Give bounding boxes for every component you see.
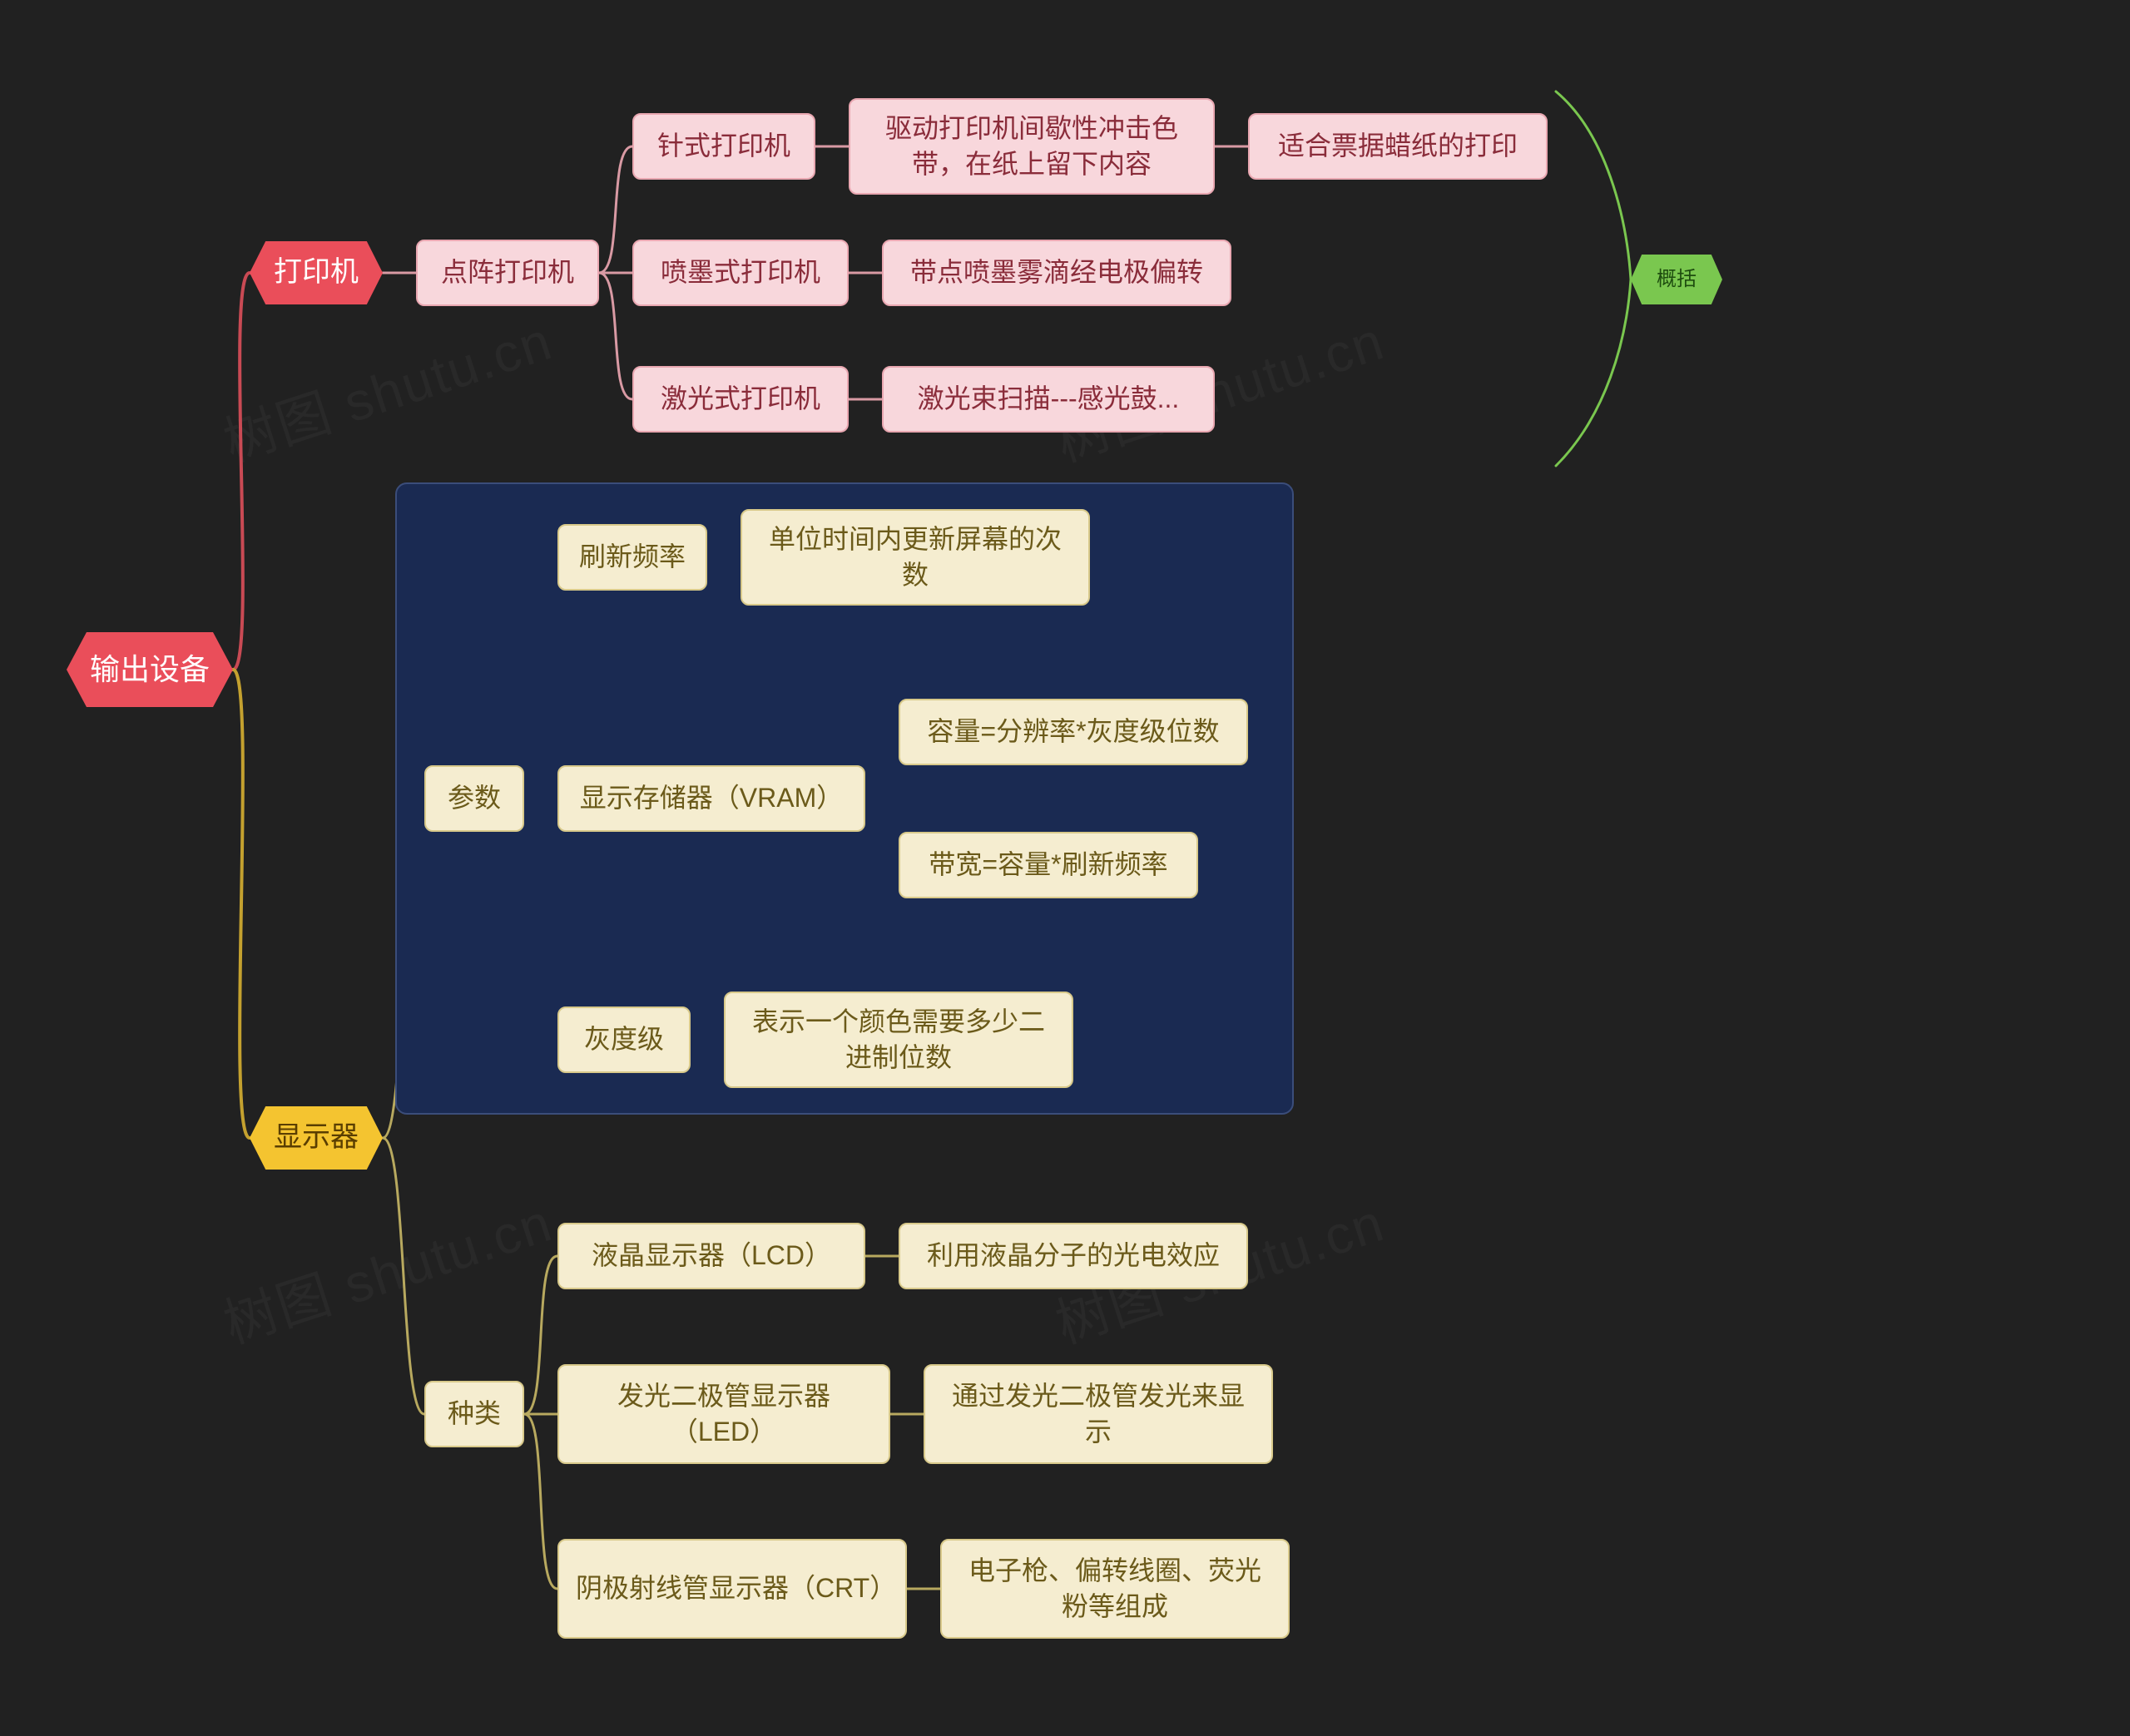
node-needle_fit[interactable]: 适合票据蜡纸的打印: [1248, 113, 1548, 180]
node-laser[interactable]: 激光式打印机: [632, 366, 849, 433]
node-needle_desc[interactable]: 驱动打印机间歇性冲击色带，在纸上留下内容: [849, 98, 1215, 195]
node-inkjet_desc[interactable]: 带点喷墨雾滴经电极偏转: [882, 240, 1231, 306]
watermark: 树图 shutu.cn: [213, 1180, 561, 1358]
node-vram_bw[interactable]: 带宽=容量*刷新频率: [899, 832, 1198, 898]
node-vram[interactable]: 显示存储器（VRAM）: [557, 765, 865, 832]
node-dotmatrix[interactable]: 点阵打印机: [416, 240, 599, 306]
node-summary[interactable]: 概括: [1631, 255, 1722, 304]
node-laser_desc[interactable]: 激光束扫描---感光鼓...: [882, 366, 1215, 433]
node-refresh[interactable]: 刷新频率: [557, 524, 707, 591]
mindmap-canvas: 树图 shutu.cn 树图 shutu.cn 树图 shutu.cn 树图 s…: [0, 0, 2130, 1736]
node-types[interactable]: 种类: [424, 1381, 524, 1447]
node-crt[interactable]: 阴极射线管显示器（CRT）: [557, 1539, 907, 1639]
node-needle[interactable]: 针式打印机: [632, 113, 815, 180]
node-params[interactable]: 参数: [424, 765, 524, 832]
node-refresh_desc[interactable]: 单位时间内更新屏幕的次数: [741, 509, 1090, 606]
node-led[interactable]: 发光二极管显示器（LED）: [557, 1364, 890, 1464]
node-root[interactable]: 输出设备: [67, 632, 233, 707]
node-led_desc[interactable]: 通过发光二极管发光来显示: [924, 1364, 1273, 1464]
node-crt_desc[interactable]: 电子枪、偏转线圈、荧光粉等组成: [940, 1539, 1290, 1639]
node-lcd_desc[interactable]: 利用液晶分子的光电效应: [899, 1223, 1248, 1289]
node-inkjet[interactable]: 喷墨式打印机: [632, 240, 849, 306]
node-printer[interactable]: 打印机: [250, 241, 383, 304]
node-gray_desc[interactable]: 表示一个颜色需要多少二进制位数: [724, 992, 1073, 1088]
node-display[interactable]: 显示器: [250, 1106, 383, 1170]
watermark: 树图 shutu.cn: [213, 299, 561, 477]
node-gray[interactable]: 灰度级: [557, 1006, 691, 1073]
node-lcd[interactable]: 液晶显示器（LCD）: [557, 1223, 865, 1289]
node-vram_cap[interactable]: 容量=分辨率*灰度级位数: [899, 699, 1248, 765]
